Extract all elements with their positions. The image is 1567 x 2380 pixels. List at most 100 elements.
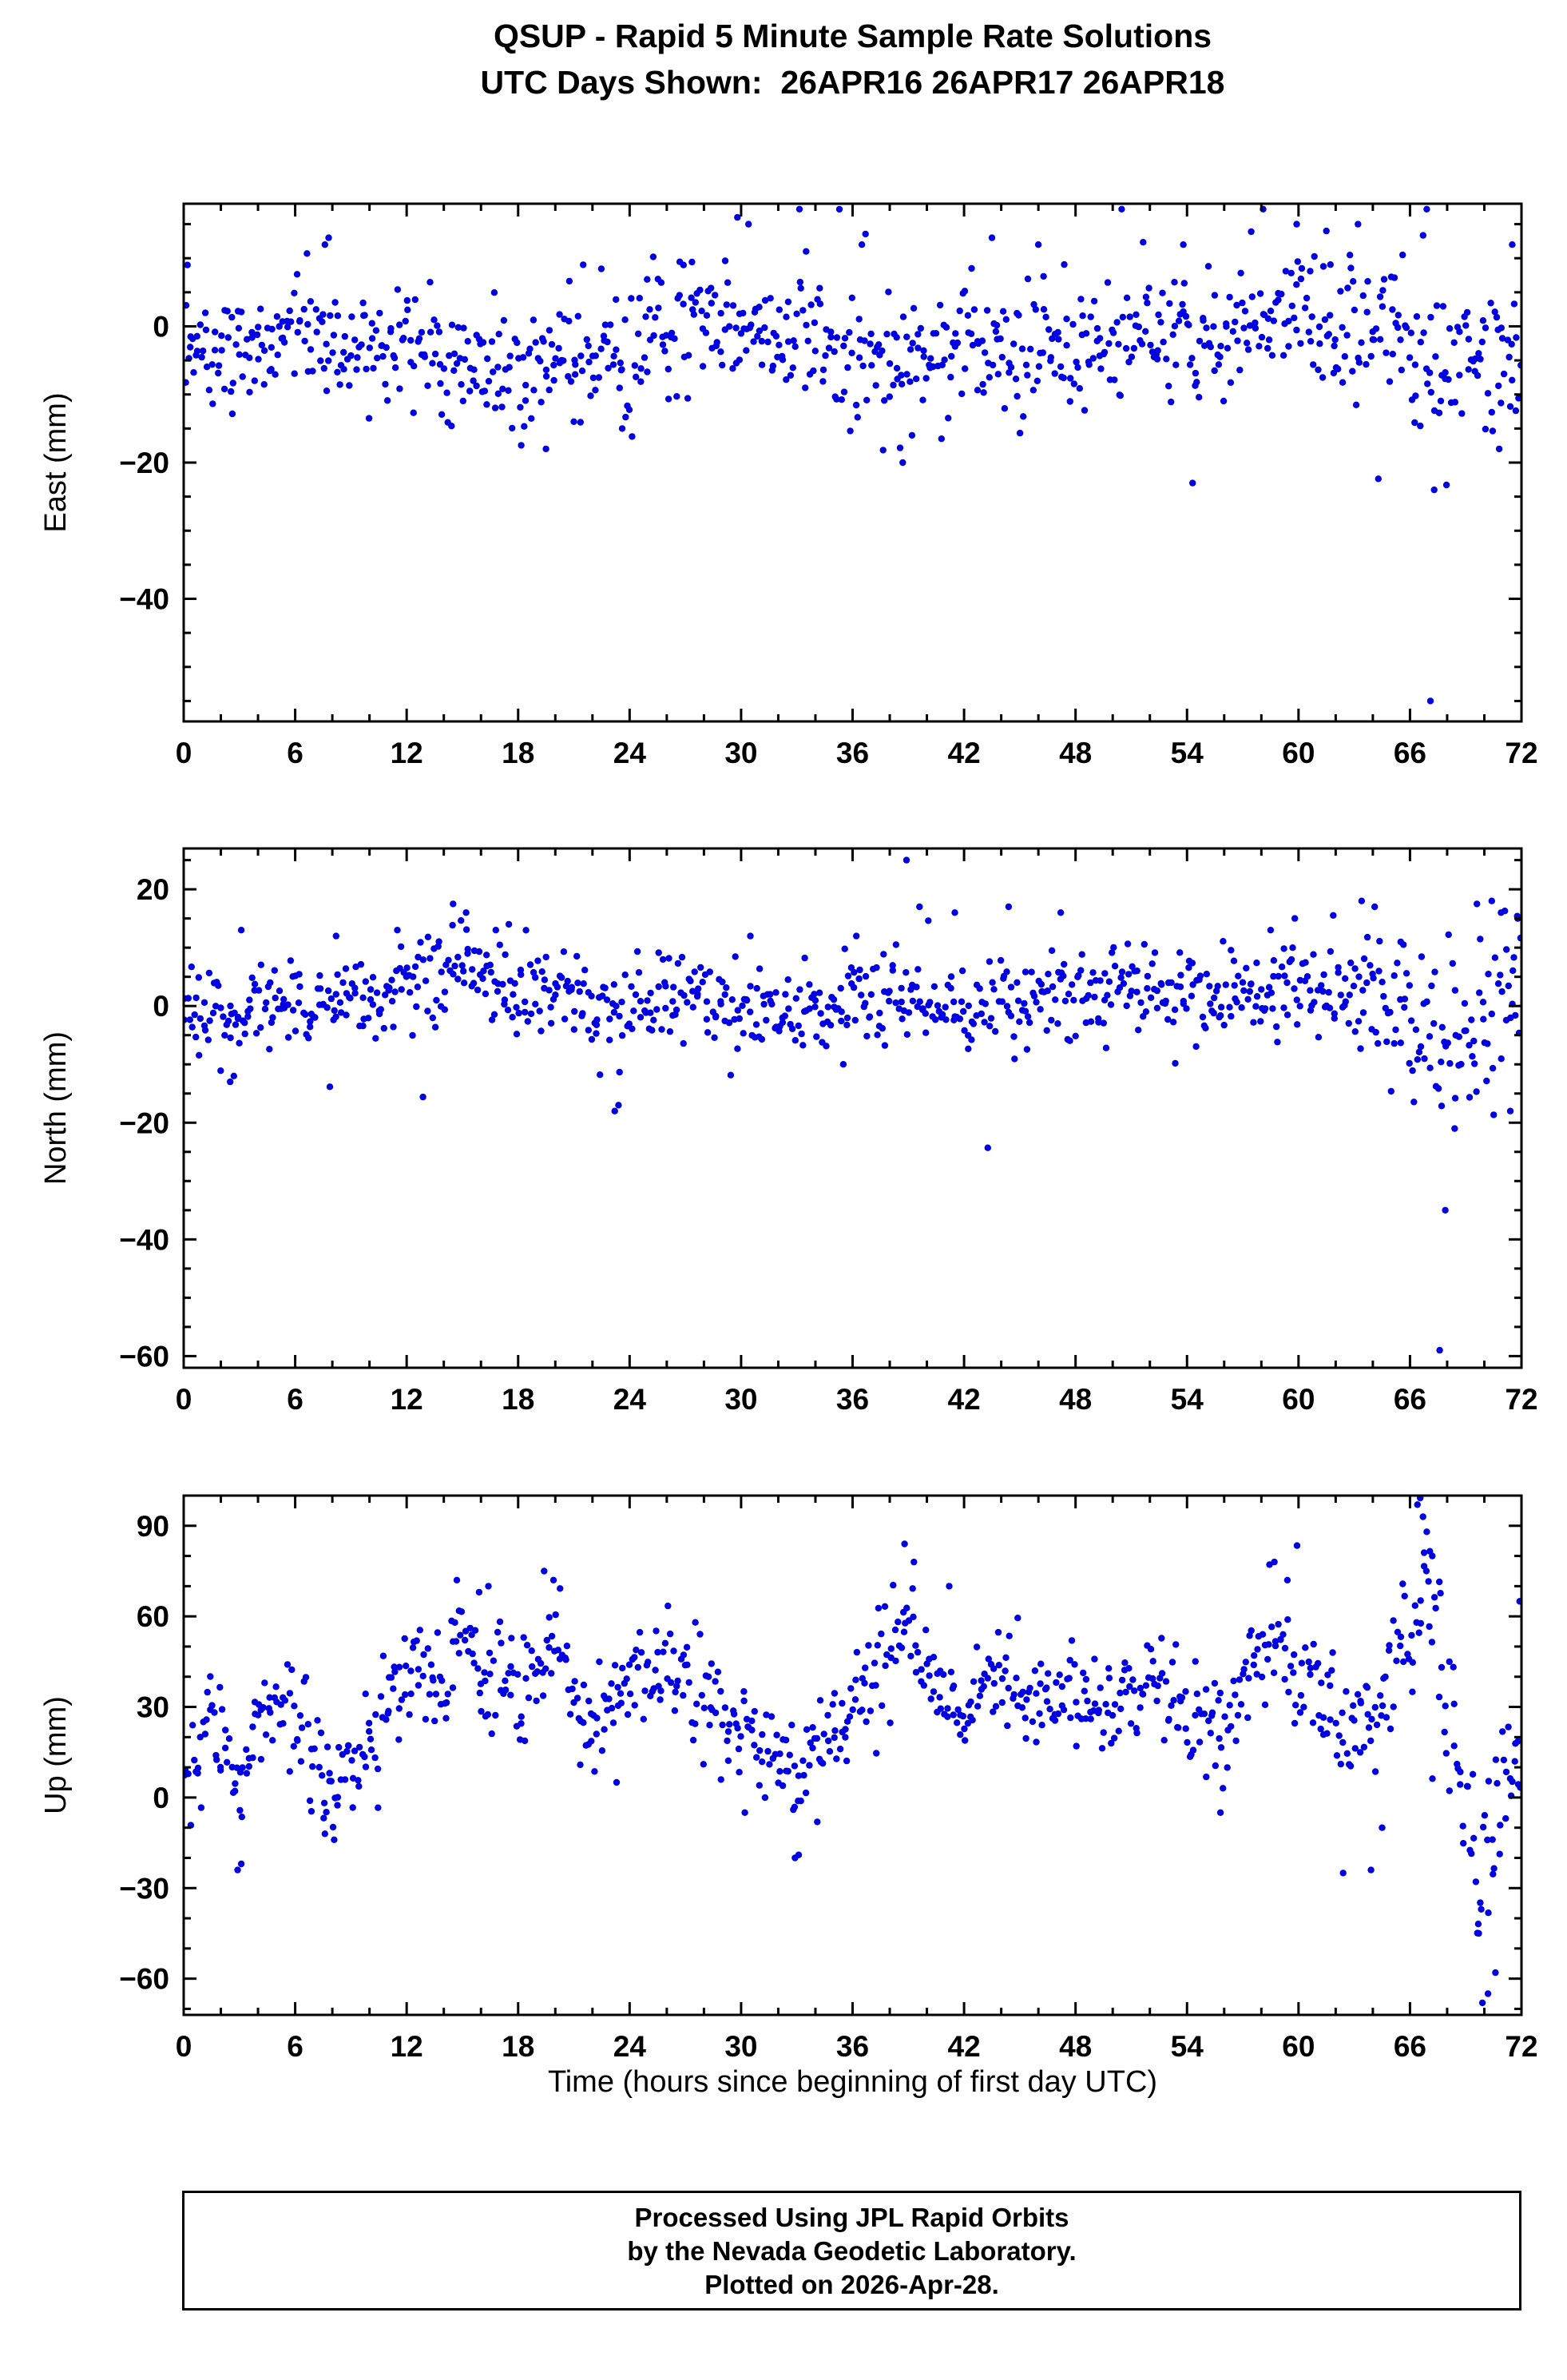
data-point	[1333, 1752, 1341, 1759]
data-point	[1283, 1011, 1291, 1019]
data-point	[470, 366, 478, 373]
svg-text:20: 20	[137, 873, 169, 906]
data-point	[424, 1007, 431, 1015]
svg-text:−20: −20	[119, 1107, 169, 1139]
data-point	[666, 1630, 674, 1638]
data-point	[1011, 1055, 1018, 1063]
data-point	[1244, 995, 1252, 1003]
data-point	[574, 979, 581, 987]
data-point	[1087, 1715, 1094, 1722]
data-point	[1475, 350, 1482, 357]
data-point	[1401, 995, 1409, 1003]
data-point	[944, 1713, 951, 1720]
data-point	[1513, 334, 1520, 341]
data-point	[1315, 1659, 1322, 1667]
data-point	[490, 1657, 498, 1664]
data-point	[1169, 331, 1176, 338]
data-point	[867, 330, 875, 338]
data-point	[1288, 302, 1296, 310]
data-point	[776, 1768, 784, 1775]
data-point	[1033, 377, 1041, 384]
data-point	[1310, 1640, 1317, 1648]
data-point	[1367, 352, 1375, 360]
data-point	[1248, 1627, 1255, 1635]
data-point	[1468, 1016, 1475, 1023]
data-point	[354, 354, 361, 361]
data-point	[1509, 376, 1516, 383]
data-point	[950, 1711, 957, 1718]
data-point	[188, 1023, 196, 1031]
data-point	[1054, 328, 1061, 336]
data-point	[948, 352, 955, 360]
data-point	[218, 347, 225, 354]
data-point	[947, 373, 954, 381]
data-point	[1415, 1048, 1423, 1056]
data-point	[831, 1727, 839, 1734]
up-axes-box	[182, 1494, 1523, 2016]
data-point	[542, 366, 550, 374]
data-point	[1376, 937, 1383, 945]
data-point	[1129, 1676, 1137, 1683]
data-point	[1450, 1663, 1457, 1671]
data-point	[1270, 972, 1277, 980]
data-point	[727, 1071, 735, 1079]
data-point	[1236, 366, 1244, 374]
data-point	[1417, 1043, 1425, 1051]
data-point	[1429, 1775, 1436, 1782]
data-point	[450, 350, 458, 357]
data-point	[1331, 336, 1339, 344]
data-point	[809, 1744, 816, 1752]
svg-text:−60: −60	[119, 1340, 169, 1373]
data-point	[1293, 1542, 1301, 1549]
data-point	[800, 1771, 807, 1779]
data-point	[502, 951, 509, 959]
svg-text:0: 0	[153, 1782, 169, 1814]
data-point	[1347, 1762, 1355, 1770]
data-point	[1371, 1703, 1379, 1711]
data-point	[1144, 985, 1151, 992]
data-point	[619, 1664, 626, 1672]
data-point	[980, 389, 987, 396]
data-point	[863, 1718, 870, 1726]
data-point	[1349, 368, 1356, 375]
data-point	[1430, 1594, 1438, 1601]
data-point	[990, 986, 998, 993]
data-point	[1400, 1658, 1407, 1666]
data-point	[382, 991, 389, 999]
data-point	[621, 971, 629, 979]
data-point	[784, 976, 791, 983]
data-point	[351, 1747, 359, 1754]
data-point	[1434, 1085, 1442, 1092]
svg-text:−60: −60	[119, 1963, 169, 1996]
data-point	[961, 288, 969, 295]
data-point	[298, 1724, 306, 1731]
data-point	[528, 1647, 535, 1655]
data-point	[756, 1746, 764, 1754]
data-point	[483, 952, 490, 959]
plot-subtitle: UTC Days Shown: 26APR16 26APR17 26APR18	[480, 64, 1225, 101]
data-point	[798, 1030, 805, 1038]
data-point	[1153, 1697, 1160, 1705]
data-point	[1122, 344, 1130, 352]
data-point	[698, 308, 705, 315]
data-point	[1360, 1743, 1368, 1750]
data-point	[1498, 324, 1506, 332]
data-point	[1122, 1688, 1129, 1696]
data-point	[1433, 302, 1441, 309]
data-point	[848, 294, 856, 301]
data-point	[1499, 1728, 1506, 1735]
data-point	[664, 365, 672, 373]
data-point	[1125, 971, 1133, 978]
svg-text:66: 66	[1394, 1383, 1426, 1416]
data-point	[1244, 1714, 1252, 1722]
data-point	[1138, 340, 1146, 348]
data-point	[1479, 999, 1487, 1006]
data-point	[334, 312, 342, 320]
data-point	[1109, 329, 1117, 336]
data-point	[769, 362, 777, 370]
data-point	[740, 1688, 748, 1695]
data-point	[380, 1024, 387, 1032]
data-point	[413, 1003, 420, 1011]
data-point	[297, 1758, 305, 1765]
data-point-outlier	[795, 1851, 803, 1858]
